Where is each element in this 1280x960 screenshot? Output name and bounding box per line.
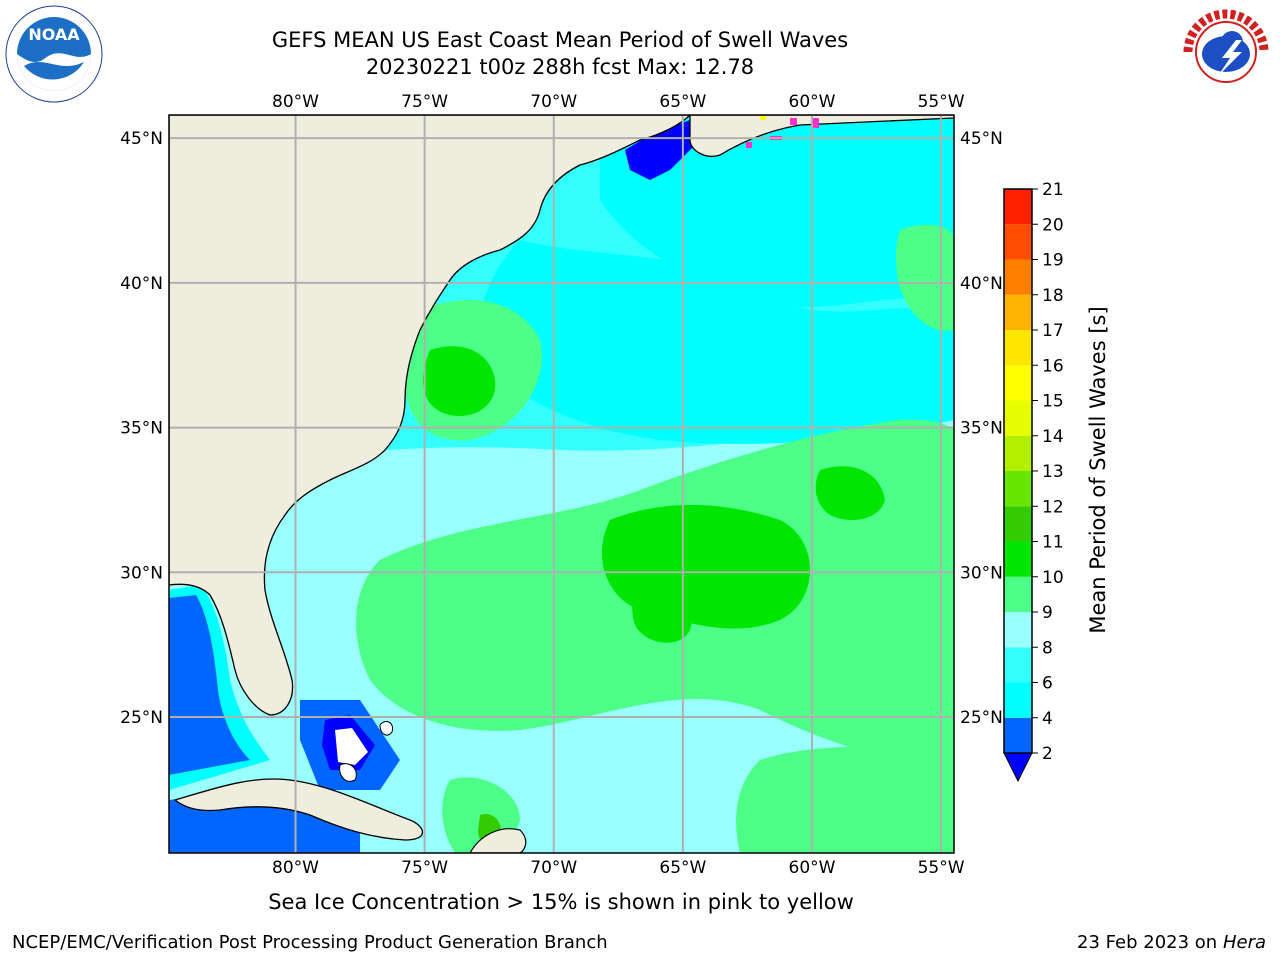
lat-labels-right: 45°N 40°N 35°N 30°N 25°N bbox=[960, 129, 1003, 728]
lon-label-top: 55°W bbox=[918, 92, 965, 112]
colorbar-tick-label: 9 bbox=[1042, 603, 1053, 623]
colorbar-tick-label: 15 bbox=[1042, 392, 1064, 412]
lon-label-bottom: 60°W bbox=[789, 858, 836, 878]
colorbar-tick-label: 18 bbox=[1042, 286, 1064, 306]
map-frame bbox=[168, 114, 955, 854]
colorbar-segment bbox=[1004, 541, 1032, 577]
colorbar-tick-label: 12 bbox=[1042, 497, 1064, 517]
sea-ice-marker bbox=[812, 118, 819, 128]
land-us bbox=[169, 115, 691, 716]
colorbar-tick-label: 10 bbox=[1042, 568, 1064, 588]
colorbar-segment bbox=[1004, 400, 1032, 436]
colorbar-tick-label: 11 bbox=[1042, 533, 1064, 553]
lon-label-bottom: 65°W bbox=[659, 858, 706, 878]
lon-label-top: 65°W bbox=[659, 92, 706, 112]
nws-logo bbox=[1178, 4, 1274, 100]
graticule bbox=[169, 115, 954, 853]
footer-date: 23 Feb 2023 on Hera bbox=[1077, 932, 1266, 953]
footer-host: Hera bbox=[1222, 932, 1266, 953]
lon-label-bottom: 75°W bbox=[401, 858, 448, 878]
colorbar-segment bbox=[1004, 471, 1032, 507]
colorbar-segment bbox=[1004, 506, 1032, 542]
colorbar-segment bbox=[1004, 189, 1032, 225]
colorbar-tick-label: 4 bbox=[1042, 709, 1053, 729]
colorbar-segment bbox=[1004, 330, 1032, 366]
lat-label-left: 45°N bbox=[120, 129, 163, 149]
colorbar-segment bbox=[1004, 682, 1032, 718]
colorbar-segment bbox=[1004, 259, 1032, 295]
lat-label-right: 45°N bbox=[960, 129, 1003, 149]
colorbar-segment bbox=[1004, 647, 1032, 683]
colorbar-tick-label: 14 bbox=[1042, 427, 1064, 447]
colorbar-tick-label: 13 bbox=[1042, 462, 1064, 482]
colorbar-tick-label: 20 bbox=[1042, 215, 1064, 235]
lon-labels-bottom: 80°W 75°W 70°W 65°W 60°W 55°W bbox=[272, 858, 965, 878]
lon-label-bottom: 55°W bbox=[918, 858, 965, 878]
colorbar-under-arrow bbox=[1003, 752, 1033, 783]
footer-credit: NCEP/EMC/Verification Post Processing Pr… bbox=[12, 932, 608, 953]
land-cuba bbox=[173, 778, 424, 841]
land-maritimes bbox=[689, 115, 954, 157]
chart-subtitle: 20230221 t00z 288h fcst Max: 12.78 bbox=[365, 55, 755, 79]
lat-label-left: 35°N bbox=[120, 419, 163, 439]
colorbar: 2 4 6 8 9 10 11 12 13 14 15 16 17 18 19 20 21 bbox=[1003, 180, 1064, 783]
colorbar-segment bbox=[1004, 294, 1032, 330]
lon-label-top: 70°W bbox=[530, 92, 577, 112]
colorbar-label: Mean Period of Swell Waves [s] bbox=[1086, 306, 1110, 634]
colorbar-tick-label: 16 bbox=[1042, 356, 1064, 376]
chart-title: GEFS MEAN US East Coast Mean Period of S… bbox=[271, 28, 849, 52]
map-plot-area bbox=[169, 115, 954, 853]
colorbar-segment bbox=[1004, 224, 1032, 260]
lat-labels-left: 45°N 40°N 35°N 30°N 25°N bbox=[120, 129, 163, 728]
sea-ice-marker bbox=[790, 118, 797, 125]
colorbar-tick-label: 19 bbox=[1042, 251, 1064, 271]
lon-labels-top: 80°W 75°W 70°W 65°W 60°W 55°W bbox=[272, 92, 965, 112]
lat-label-left: 25°N bbox=[120, 708, 163, 728]
sea-ice-caption: Sea Ice Concentration > 15% is shown in … bbox=[268, 890, 854, 914]
lon-label-top: 60°W bbox=[789, 92, 836, 112]
lon-label-top: 75°W bbox=[401, 92, 448, 112]
noaa-logo-text: NOAA bbox=[28, 25, 80, 44]
lon-label-bottom: 80°W bbox=[272, 858, 319, 878]
colorbar-segment bbox=[1004, 612, 1032, 648]
lon-label-top: 80°W bbox=[272, 92, 319, 112]
colorbar-segment bbox=[1004, 435, 1032, 471]
sea-ice-marker bbox=[746, 142, 752, 148]
sea-ice-marker bbox=[760, 116, 766, 120]
colorbar-tick-label: 8 bbox=[1042, 638, 1053, 658]
lat-label-left: 40°N bbox=[120, 274, 163, 294]
colorbar-tick-label: 21 bbox=[1042, 180, 1064, 200]
lat-label-right: 35°N bbox=[960, 419, 1003, 439]
lat-label-left: 30°N bbox=[120, 563, 163, 583]
lat-label-right: 40°N bbox=[960, 274, 1003, 294]
footer-date-text: 23 Feb 2023 on bbox=[1077, 932, 1218, 953]
colorbar-segment bbox=[1004, 365, 1032, 401]
colorbar-segment bbox=[1004, 576, 1032, 612]
colorbar-tick-label: 2 bbox=[1042, 744, 1053, 764]
colorbar-tick-label: 17 bbox=[1042, 321, 1064, 341]
colorbar-segment bbox=[1004, 717, 1032, 753]
lon-label-bottom: 70°W bbox=[530, 858, 577, 878]
lat-label-right: 25°N bbox=[960, 708, 1003, 728]
colorbar-tick-label: 6 bbox=[1042, 674, 1053, 694]
lat-label-right: 30°N bbox=[960, 563, 1003, 583]
noaa-logo: NOAA bbox=[5, 5, 103, 103]
